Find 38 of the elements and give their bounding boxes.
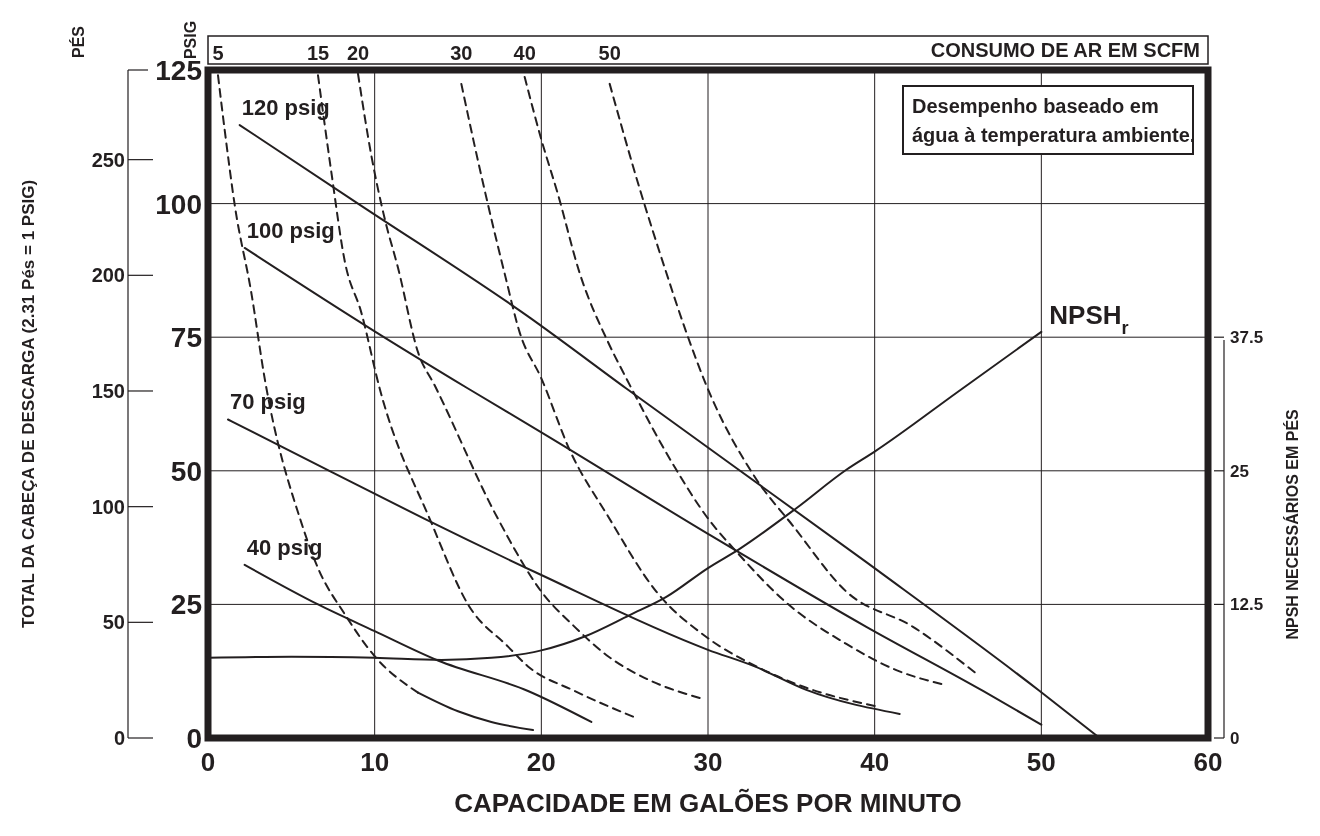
y-tick-label: 75 xyxy=(170,322,202,354)
series-label: 40 xyxy=(513,42,536,64)
series-label: 50 xyxy=(598,42,621,64)
series-label: 120 psig xyxy=(241,95,330,121)
y2-tick-label: 37.5 xyxy=(1230,328,1264,348)
y2-tick-label: 25 xyxy=(1230,461,1249,481)
series-label: 40 psig xyxy=(246,534,323,560)
y3-tick-label: 50 xyxy=(102,611,125,634)
y3-axis-title: PÉS xyxy=(69,25,87,59)
y-tick-label: 25 xyxy=(170,589,202,621)
y-tick-label: 50 xyxy=(170,455,202,487)
y-tick-label: 0 xyxy=(186,723,202,754)
x-axis-title: CAPACIDADE EM GALÕES POR MINUTO xyxy=(454,788,962,818)
series-label: 20 xyxy=(346,42,370,64)
annotation: Desempenho baseado em água à temperatura ambiente. xyxy=(912,95,1196,146)
y2-tick-label: 0 xyxy=(1230,729,1240,748)
series-label: 15 xyxy=(306,42,330,64)
series-label: 5 xyxy=(212,42,224,64)
x-tick-label: 60 xyxy=(1193,747,1223,777)
y3-tick-label: 250 xyxy=(91,148,125,171)
x-tick-label: 40 xyxy=(860,747,890,777)
x-tick-label: 30 xyxy=(693,747,723,777)
y3-tick-label: 100 xyxy=(91,495,125,518)
y3-tick-label: 0 xyxy=(113,727,125,749)
series-label: NPSH$_{r}$ xyxy=(1049,299,1129,338)
text: TOTAL DA CABEÇA DE DESCARGA (2.31 Pés = 1 PSIG) xyxy=(19,179,38,629)
y3-tick-label: 150 xyxy=(91,379,125,402)
x-tick-label: 20 xyxy=(526,747,556,777)
series-label: 100 psig xyxy=(246,217,335,243)
y3-tick-label: 200 xyxy=(91,264,125,287)
series-label: 30 xyxy=(450,42,473,64)
y2-axis-title: NPSH NECESSÁRIOS EM PÉS xyxy=(1283,408,1301,640)
y-tick-label: 100 xyxy=(155,188,202,220)
x-tick-label: 50 xyxy=(1026,747,1056,777)
y2-tick-label: 12.5 xyxy=(1230,595,1264,615)
text: CONSUMO DE AR EM SCFM xyxy=(930,39,1200,61)
series-label: 70 psig xyxy=(230,389,306,415)
x-tick-label: 10 xyxy=(360,747,390,777)
